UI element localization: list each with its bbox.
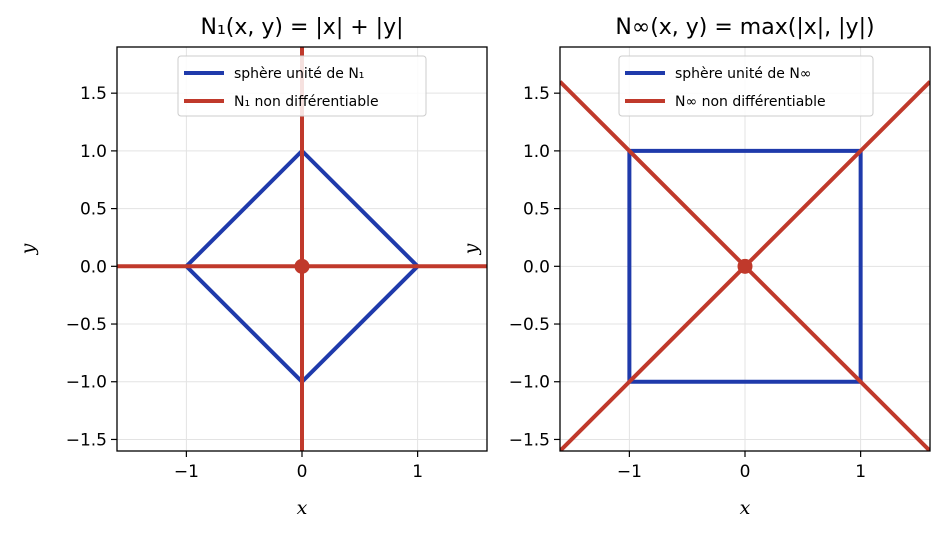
y-tick-label: −1.5: [66, 430, 107, 450]
legend-label-1: sphère unité de N∞: [675, 66, 811, 82]
legend-box: [618, 55, 874, 117]
chart-panel-1: −1 0 1 −1.5 −1.0 −0.5 0.0 0.5 1.0 1.5 N₁(x, y) = |…: [17, 15, 488, 519]
y-tick-label: 0.5: [80, 200, 107, 220]
y-tick-label: 1.0: [523, 142, 550, 162]
y-tick-label: −1.5: [509, 430, 550, 450]
legend: sphère unité de N∞ N∞ non différentiable: [618, 55, 874, 117]
x-axis-label: x: [297, 497, 308, 519]
y-axis-label: y: [460, 243, 482, 255]
y-tick-label: 0.5: [523, 200, 550, 220]
y-tick-label: 0.0: [80, 257, 107, 277]
x-axis-label: x: [740, 497, 751, 519]
y-tick-label: 1.5: [80, 84, 107, 104]
x-tick-label: 1: [412, 462, 423, 482]
x-tick-label: −1: [617, 462, 642, 482]
legend: sphère unité de N₁ N₁ non différentiable: [177, 55, 427, 117]
y-tick-label: −0.5: [66, 315, 107, 335]
y-tick-label: 1.5: [523, 84, 550, 104]
legend-box: [177, 55, 427, 117]
x-tick-label: 0: [297, 462, 308, 482]
y-tick-label: −1.0: [509, 373, 550, 393]
legend-label-2: N∞ non différentiable: [675, 94, 826, 110]
plot-data: [560, 80, 930, 451]
x-tick-label: −1: [174, 462, 199, 482]
x-tick-label: 1: [855, 462, 866, 482]
chart-panel-2: −1 0 1 −1.5 −1.0 −0.5 0.0 0.5 1.0 1.5 N∞(x, y) = m…: [460, 15, 931, 519]
chart-title: N₁(x, y) = |x| + |y|: [201, 15, 404, 40]
y-tick-label: −1.0: [66, 373, 107, 393]
chart-title: N∞(x, y) = max(|x|, |y|): [615, 15, 874, 40]
legend-label-2: N₁ non différentiable: [234, 94, 379, 110]
series-2-point: [294, 258, 310, 274]
y-tick-label: 1.0: [80, 142, 107, 162]
x-tick-label: 0: [740, 462, 751, 482]
legend-label-1: sphère unité de N₁: [234, 66, 364, 82]
series-2-point: [737, 258, 753, 274]
y-tick-label: −0.5: [509, 315, 550, 335]
y-tick-label: 0.0: [523, 257, 550, 277]
y-axis-label: y: [17, 243, 39, 255]
